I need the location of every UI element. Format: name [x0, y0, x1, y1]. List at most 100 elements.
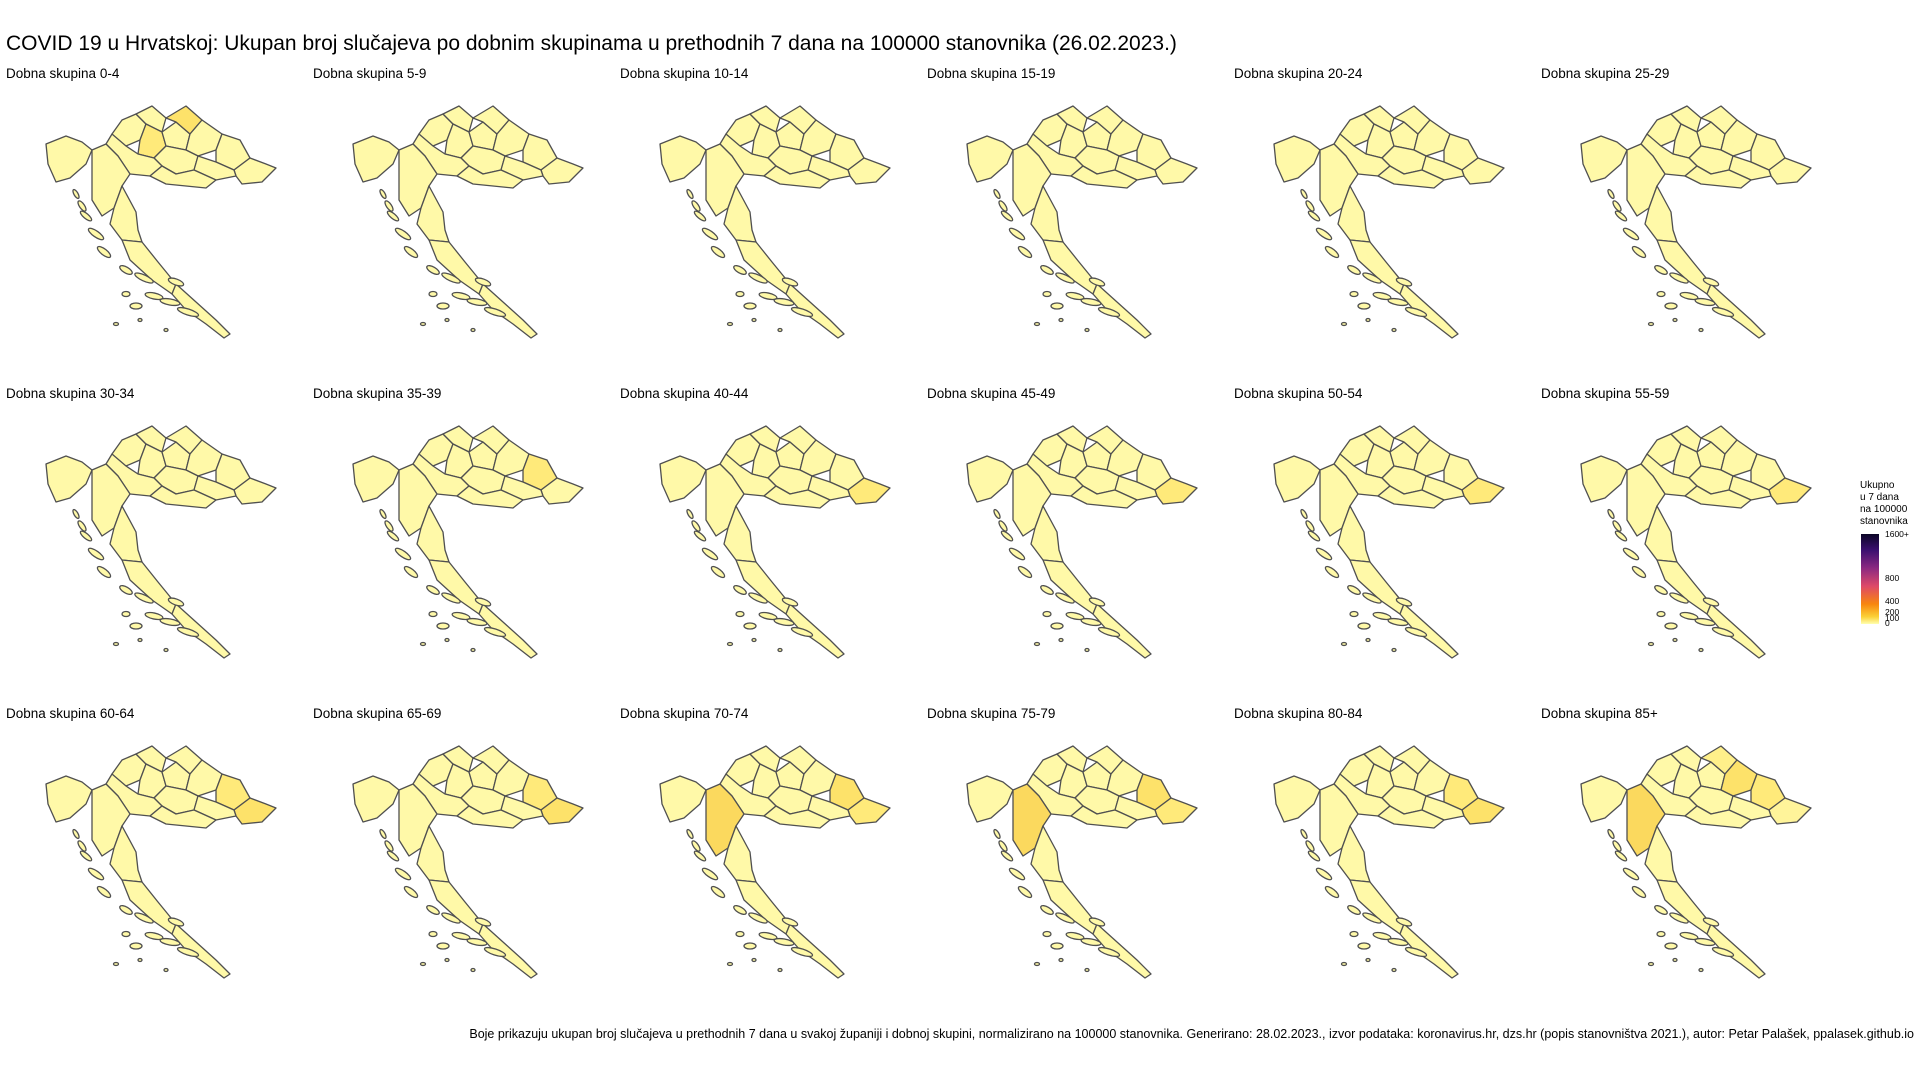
croatia-map: [659, 745, 891, 979]
island: [751, 317, 757, 323]
island: [79, 850, 93, 862]
island: [748, 272, 768, 284]
island: [163, 327, 169, 333]
island: [129, 942, 143, 950]
island: [1622, 547, 1640, 561]
county-region: [109, 505, 143, 563]
county-region: [1070, 165, 1138, 189]
county-region: [428, 879, 484, 935]
county-region: [1684, 485, 1752, 509]
island: [790, 306, 814, 318]
legend-tick: 100: [1885, 613, 1900, 623]
island: [733, 264, 747, 276]
island: [1058, 957, 1064, 963]
island: [781, 277, 799, 287]
island: [474, 917, 492, 927]
island: [781, 597, 799, 607]
legend-tick: 400: [1885, 596, 1900, 606]
island: [386, 530, 400, 542]
map-panel: Dobna skupina 50-54: [1234, 386, 1540, 706]
island: [1347, 904, 1361, 916]
island: [777, 967, 783, 973]
county-region: [1461, 797, 1505, 825]
map-panel: Dobna skupina 40-44: [620, 386, 926, 706]
county-region: [705, 783, 745, 857]
island: [1357, 942, 1371, 950]
island: [1065, 291, 1085, 301]
county-region: [1042, 239, 1098, 295]
island: [176, 946, 200, 958]
island: [1694, 617, 1716, 627]
panel-label: Dobna skupina 75-79: [927, 706, 1056, 721]
county-region: [540, 797, 584, 825]
island: [474, 597, 492, 607]
county-region: [1670, 105, 1702, 133]
county-region: [723, 825, 757, 883]
county-region: [45, 135, 93, 183]
island: [1387, 617, 1409, 627]
island: [1080, 617, 1102, 627]
island: [134, 912, 154, 924]
island: [1357, 302, 1371, 310]
county-region: [1644, 505, 1678, 563]
island: [167, 917, 185, 927]
island: [1050, 622, 1064, 630]
island: [751, 637, 757, 643]
island: [112, 961, 120, 967]
county-region: [416, 825, 450, 883]
map-panels-grid: Dobna skupina 0-4 Dobna skupina 5-9 Dobna …: [6, 66, 1812, 979]
island: [1097, 946, 1121, 958]
island: [1372, 611, 1392, 621]
county-region: [1042, 879, 1098, 935]
island: [1672, 957, 1678, 963]
island: [1065, 931, 1085, 941]
island: [451, 931, 471, 941]
island: [379, 188, 387, 200]
island: [144, 931, 164, 941]
island: [691, 520, 701, 532]
island: [1017, 885, 1033, 899]
island: [1065, 611, 1085, 621]
panel-label: Dobna skupina 25-29: [1541, 66, 1670, 81]
county-region: [1644, 825, 1678, 883]
island: [748, 592, 768, 604]
county-region: [540, 477, 584, 505]
county-region: [135, 105, 167, 133]
county-region: [1684, 805, 1752, 829]
county-region: [847, 797, 891, 825]
panel-label: Dobna skupina 40-44: [620, 386, 749, 401]
island: [686, 828, 694, 840]
island: [726, 321, 734, 327]
island: [1669, 272, 1689, 284]
county-region: [1580, 135, 1628, 183]
island: [384, 520, 394, 532]
island: [1647, 641, 1655, 647]
island: [72, 828, 80, 840]
county-region: [1363, 425, 1395, 453]
island: [1307, 530, 1321, 542]
island: [1672, 317, 1678, 323]
island: [1058, 637, 1064, 643]
county-region: [1349, 879, 1405, 935]
county-region: [1656, 559, 1712, 615]
island: [1340, 641, 1348, 647]
island: [1391, 327, 1397, 333]
county-region: [735, 239, 791, 295]
footer-note: Boje prikazuju ukupan broj slučajeva u p…: [469, 1027, 1914, 1041]
county-region: [1768, 157, 1812, 185]
island: [1614, 530, 1628, 542]
county-region: [233, 157, 277, 185]
island: [1672, 637, 1678, 643]
island: [693, 210, 707, 222]
island: [1040, 264, 1054, 276]
island: [1372, 931, 1392, 941]
panel-label: Dobna skupina 10-14: [620, 66, 749, 81]
island: [1607, 508, 1615, 520]
island: [773, 937, 795, 947]
island: [743, 302, 757, 310]
island: [1305, 520, 1315, 532]
county-region: [1684, 165, 1752, 189]
island: [1324, 565, 1340, 579]
island: [1080, 297, 1102, 307]
island: [777, 647, 783, 653]
